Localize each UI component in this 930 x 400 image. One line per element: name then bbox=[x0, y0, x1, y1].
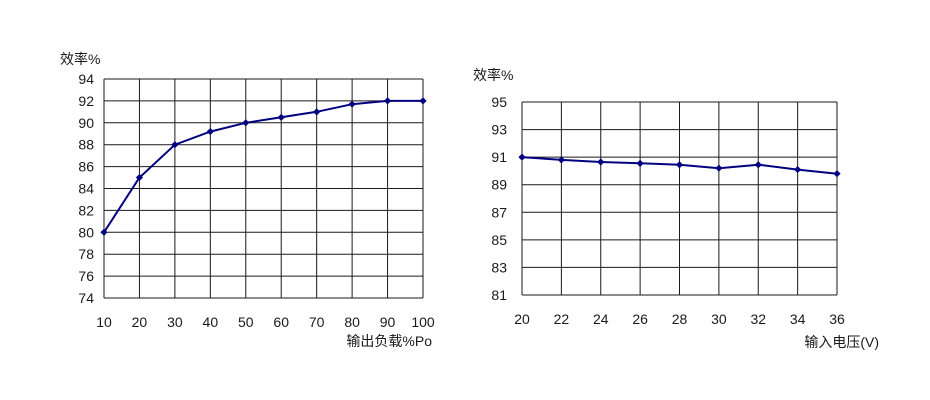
data-point-marker bbox=[277, 113, 285, 121]
data-point-marker bbox=[557, 156, 565, 164]
data-point-marker bbox=[242, 119, 250, 127]
data-point-marker bbox=[754, 161, 762, 169]
x-tick-label: 30 bbox=[167, 314, 183, 330]
x-tick-label: 90 bbox=[380, 314, 396, 330]
y-tick-label: 95 bbox=[491, 94, 507, 110]
y-tick-label: 93 bbox=[491, 122, 507, 138]
y-tick-label: 88 bbox=[78, 137, 94, 153]
x-tick-label: 28 bbox=[672, 311, 688, 327]
data-point-marker bbox=[313, 108, 321, 116]
data-point-marker bbox=[100, 228, 108, 236]
x-tick-label: 50 bbox=[238, 314, 254, 330]
x-axis-title: 输入电压(V) bbox=[804, 334, 879, 350]
data-point-marker bbox=[833, 170, 841, 178]
data-point-marker bbox=[636, 159, 644, 167]
chart-efficiency-vs-load: 74 76 78 80 82 84 86 88 90 92 94 10 20 30 40 50 60 70 80 90… bbox=[60, 51, 435, 349]
y-tick-label: 80 bbox=[78, 224, 94, 240]
data-point-marker bbox=[715, 164, 723, 172]
y-tick-label: 78 bbox=[78, 246, 94, 262]
y-axis-title: 效率% bbox=[60, 51, 100, 67]
x-tick-label: 100 bbox=[411, 314, 435, 330]
y-tick-label: 94 bbox=[78, 71, 94, 87]
x-tick-label: 22 bbox=[554, 311, 570, 327]
data-point-marker bbox=[518, 153, 526, 161]
x-tick-label: 24 bbox=[593, 311, 609, 327]
y-tick-label: 74 bbox=[78, 290, 94, 306]
data-point-marker bbox=[348, 100, 356, 108]
x-tick-label: 32 bbox=[750, 311, 766, 327]
y-tick-label: 85 bbox=[491, 232, 507, 248]
x-tick-label: 60 bbox=[273, 314, 289, 330]
data-point-marker bbox=[794, 165, 802, 174]
data-point-marker bbox=[171, 141, 179, 149]
data-point-marker bbox=[419, 97, 427, 105]
x-tick-label: 80 bbox=[344, 314, 360, 330]
series-line bbox=[103, 99, 423, 233]
x-tick-label: 40 bbox=[203, 314, 219, 330]
data-point-marker bbox=[383, 97, 392, 105]
x-tick-label: 10 bbox=[96, 314, 112, 330]
y-tick-label: 91 bbox=[491, 149, 507, 165]
data-point-marker bbox=[675, 161, 684, 169]
y-tick-label: 83 bbox=[491, 259, 507, 275]
data-point-marker bbox=[135, 173, 144, 182]
x-tick-label: 36 bbox=[829, 311, 845, 327]
data-point-marker bbox=[597, 158, 605, 166]
x-tick-label: 70 bbox=[309, 314, 325, 330]
y-tick-label: 76 bbox=[78, 268, 94, 284]
x-axis-title: 输出负载%Po bbox=[346, 333, 432, 349]
y-tick-label: 92 bbox=[78, 93, 94, 109]
y-tick-label: 89 bbox=[491, 177, 507, 193]
x-tick-label: 34 bbox=[790, 311, 806, 327]
y-tick-label: 90 bbox=[78, 115, 94, 131]
y-tick-label: 86 bbox=[78, 159, 94, 175]
y-tick-label: 82 bbox=[78, 202, 94, 218]
y-tick-label: 84 bbox=[78, 181, 94, 197]
x-tick-label: 20 bbox=[514, 311, 530, 327]
y-tick-label: 87 bbox=[491, 204, 507, 220]
data-point-marker bbox=[206, 127, 214, 136]
y-tick-label: 81 bbox=[491, 287, 507, 303]
y-axis-title: 效率% bbox=[473, 67, 513, 83]
x-tick-label: 26 bbox=[632, 311, 648, 327]
chart-efficiency-vs-input-voltage: 81 83 85 87 89 91 93 95 20 22 24 26 28 30 32 34 36 效率% 输入电… bbox=[473, 67, 879, 350]
x-tick-label: 20 bbox=[132, 314, 148, 330]
x-tick-label: 30 bbox=[711, 311, 727, 327]
